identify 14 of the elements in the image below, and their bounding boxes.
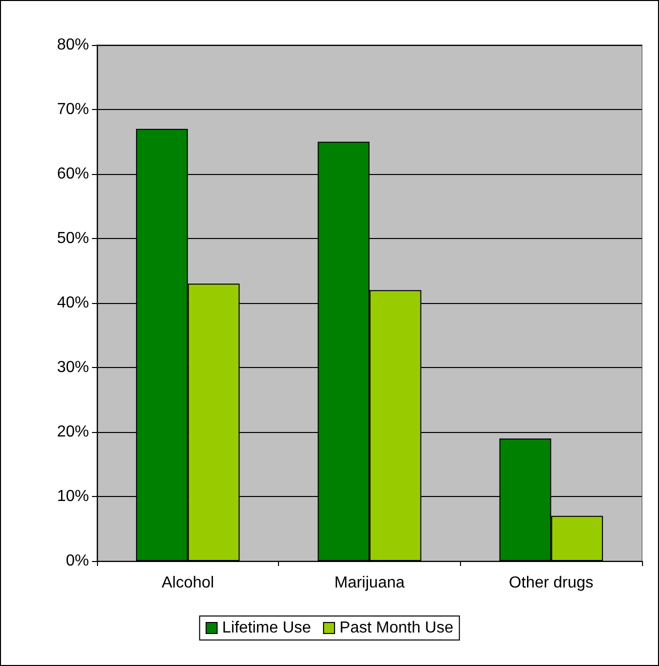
x-tick-label: Marijuana: [334, 574, 405, 592]
y-tick-label: 10%: [56, 488, 89, 505]
y-tick-label: 80%: [56, 36, 89, 54]
legend-label: Past Month Use: [340, 620, 454, 636]
x-tick-label: Other drugs: [508, 574, 594, 592]
x-tick-label: Alcohol: [162, 574, 214, 592]
y-tick-label: 40%: [56, 294, 89, 312]
y-tick-label: 0%: [66, 552, 89, 570]
y-tick-label: 30%: [56, 359, 89, 376]
y-tick-label: 60%: [56, 166, 89, 182]
y-tick-label: 70%: [56, 101, 89, 118]
y-tick-label: 20%: [56, 424, 89, 440]
legend-label: Lifetime Use: [222, 620, 312, 636]
y-tick-label: 50%: [56, 230, 89, 247]
